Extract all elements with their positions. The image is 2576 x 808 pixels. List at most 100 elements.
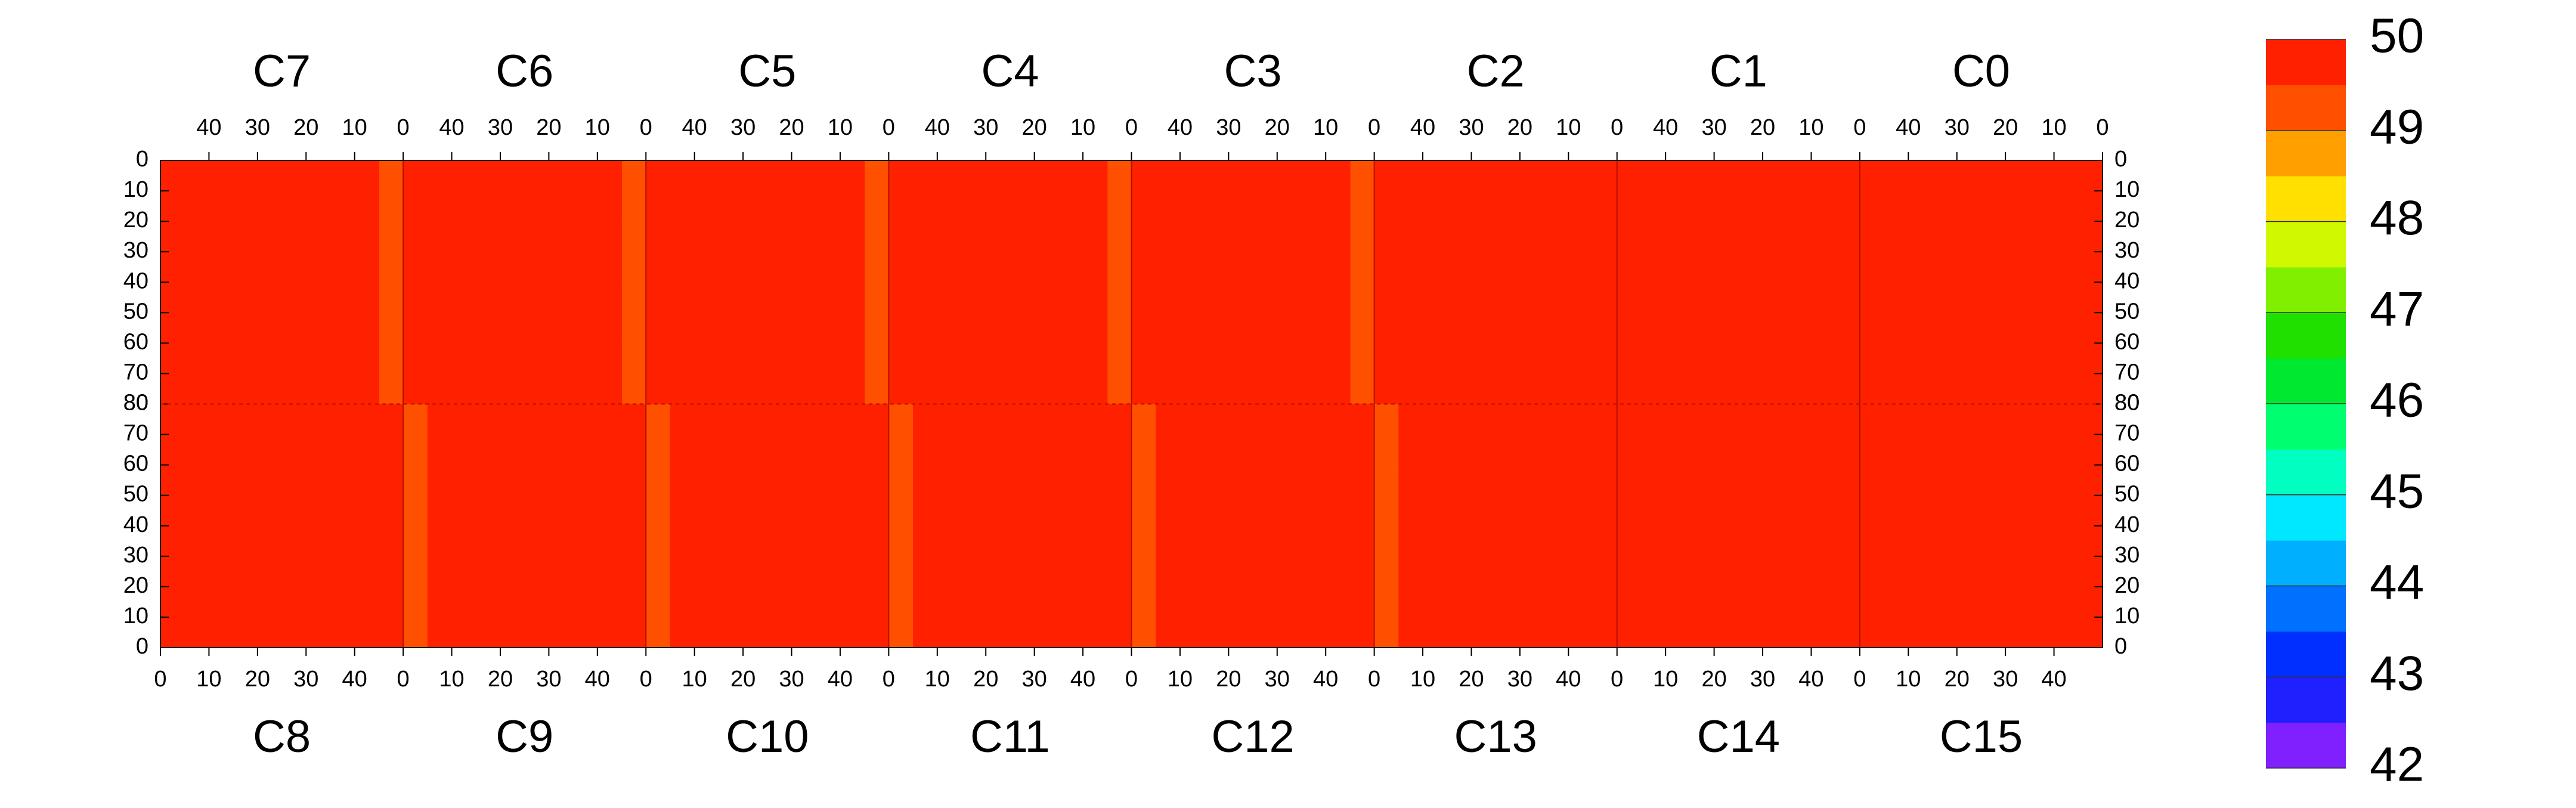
heatmap-cell — [1544, 343, 1569, 405]
heatmap-cell — [791, 404, 816, 466]
heatmap-cell — [1253, 160, 1278, 222]
heatmap-cell — [1326, 160, 1351, 222]
heatmap-cell — [816, 465, 841, 527]
heatmap-cell — [646, 586, 671, 648]
heatmap-cell — [524, 282, 549, 343]
heatmap-cell — [791, 586, 816, 648]
heatmap-cell — [621, 282, 646, 343]
heatmap-cell — [1714, 221, 1739, 283]
heatmap-cell — [791, 221, 816, 283]
heatmap-cell — [184, 586, 210, 648]
heatmap-cell — [888, 586, 914, 648]
x-tick-label: 20 — [536, 115, 561, 140]
heatmap-cell — [1374, 404, 1399, 466]
heatmap-cell — [1058, 160, 1083, 222]
heatmap-cell — [1156, 404, 1181, 466]
x-tick-label: 0 — [640, 667, 652, 692]
heatmap-cell — [1277, 404, 1302, 466]
heatmap-cell — [1933, 343, 1958, 405]
x-tick-label: 20 — [1701, 667, 1726, 692]
heatmap-cell — [937, 525, 962, 587]
heatmap-cell — [1374, 282, 1399, 343]
chamber-label: C3 — [1224, 46, 1281, 97]
chamber-label: C15 — [1940, 711, 2023, 762]
heatmap-cell — [1010, 465, 1035, 527]
heatmap-cell — [1763, 465, 1788, 527]
heatmap-cell — [524, 160, 549, 222]
heatmap-cell — [986, 282, 1011, 343]
heatmap-cell — [476, 586, 501, 648]
heatmap-cell — [379, 586, 404, 648]
heatmap-cell — [937, 404, 962, 466]
heatmap-cell — [1253, 343, 1278, 405]
heatmap-cell — [1738, 221, 1763, 283]
x-tick-label: 0 — [1611, 667, 1623, 692]
x-tick-label: 0 — [1368, 115, 1380, 140]
heatmap-cell — [306, 404, 331, 466]
heatmap-cell — [961, 221, 986, 283]
heatmap-cell — [306, 343, 331, 405]
heatmap-cell — [597, 586, 623, 648]
heatmap-cell — [500, 404, 525, 466]
heatmap-cell — [184, 465, 210, 527]
heatmap-cell — [743, 586, 768, 648]
heatmap-cell — [1326, 525, 1351, 587]
heatmap-cell — [791, 465, 816, 527]
heatmap-cell — [1593, 343, 1618, 405]
x-tick-label: 30 — [536, 667, 561, 692]
heatmap-cell — [330, 525, 355, 587]
heatmap-cell — [257, 525, 283, 587]
heatmap-cell — [1593, 465, 1618, 527]
plot-frame — [160, 160, 2103, 648]
heatmap-cell — [1277, 586, 1302, 648]
heatmap-cell — [403, 160, 428, 222]
heatmap-cell — [1447, 525, 1472, 587]
heatmap-cell — [1447, 465, 1472, 527]
heatmap-cell — [840, 525, 865, 587]
heatmap-cell — [1884, 465, 1909, 527]
heatmap-cell — [2054, 586, 2079, 648]
heatmap-cell — [1714, 343, 1739, 405]
x-tick-label: 10 — [1313, 115, 1338, 140]
heatmap-cell — [2029, 343, 2055, 405]
heatmap-cell — [1641, 221, 1666, 283]
heatmap-cell — [1253, 525, 1278, 587]
heatmap-cell — [306, 465, 331, 527]
heatmap-cell — [330, 404, 355, 466]
heatmap-cell — [1058, 586, 1083, 648]
heatmap-cell — [354, 221, 380, 283]
heatmap-cell — [743, 160, 768, 222]
heatmap-cell — [1349, 221, 1375, 283]
heatmap-cell — [2029, 221, 2055, 283]
x-tick-label: 20 — [1993, 115, 2018, 140]
heatmap-cell — [1641, 465, 1666, 527]
y-tick-label: 0 — [136, 634, 148, 659]
x-tick-label: 0 — [1125, 667, 1138, 692]
heatmap-cell — [888, 525, 914, 587]
heatmap-cell — [549, 465, 574, 527]
heatmap-cell — [573, 343, 598, 405]
heatmap-cell — [573, 586, 598, 648]
heatmap-cell — [864, 525, 889, 587]
heatmap-cell — [1228, 221, 1253, 283]
heatmap-cell — [961, 525, 986, 587]
heatmap-cell — [209, 160, 234, 222]
heatmap-cell — [986, 586, 1011, 648]
heatmap-cell — [1593, 586, 1618, 648]
heatmap-cell — [549, 586, 574, 648]
heatmap-cell — [1034, 404, 1059, 466]
heatmap-cell — [1058, 343, 1083, 405]
heatmap-cell — [1179, 465, 1205, 527]
heatmap-cell — [281, 160, 306, 222]
heatmap-cell — [1326, 465, 1351, 527]
heatmap-cell — [476, 404, 501, 466]
heatmap-cell — [719, 343, 744, 405]
x-tick-label: 40 — [828, 667, 853, 692]
heatmap-cell — [1956, 221, 1982, 283]
heatmap-cell — [1496, 465, 1521, 527]
heatmap-cell — [840, 343, 865, 405]
y-tick-label: 30 — [123, 543, 148, 568]
y-tick-label: 20 — [2114, 208, 2140, 233]
heatmap-cell — [1933, 525, 1958, 587]
heatmap-cell — [379, 404, 404, 466]
